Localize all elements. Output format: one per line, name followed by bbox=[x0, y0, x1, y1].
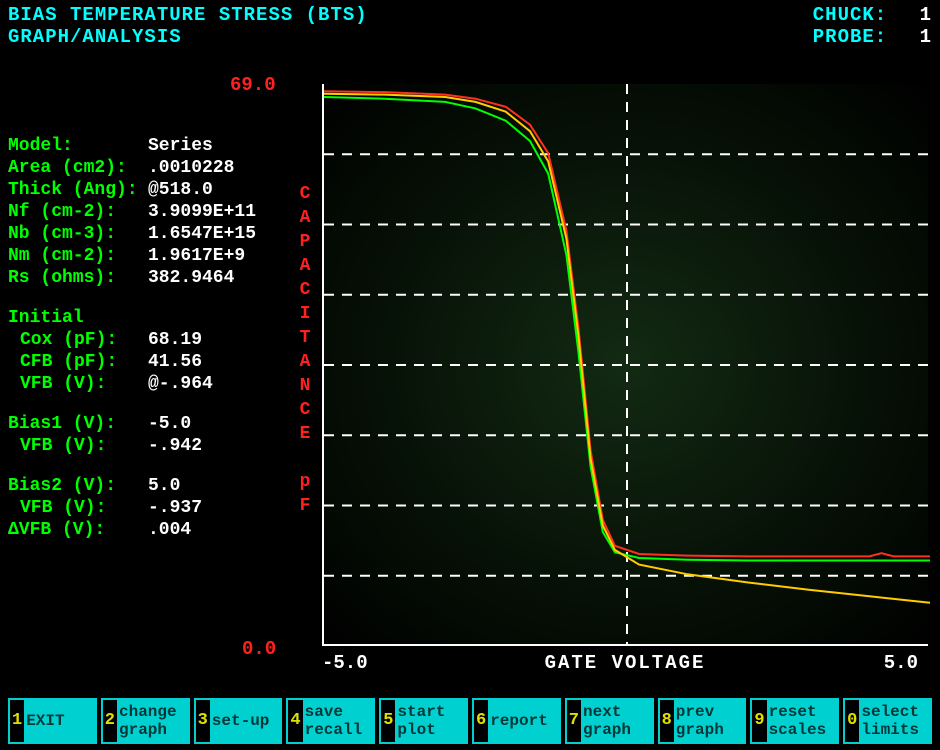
chuck-label: CHUCK: bbox=[813, 4, 887, 26]
menu-exit[interactable]: 1EXIT bbox=[8, 698, 97, 744]
menu-label: reset scales bbox=[769, 703, 827, 739]
menu-change[interactable]: 2change graph bbox=[101, 698, 190, 744]
menu-key-number: 1 bbox=[10, 700, 24, 742]
menu-label: set-up bbox=[212, 712, 270, 730]
nf-value: 3.9099E+11 bbox=[148, 201, 256, 223]
vfb-value: @-.964 bbox=[148, 373, 213, 395]
dvfb-label: ΔVFB (V): bbox=[8, 519, 148, 541]
menu-key-number: 7 bbox=[567, 700, 581, 742]
function-key-menu: 1EXIT2change graph3set-up4save recall5st… bbox=[8, 698, 932, 744]
model-value: Series bbox=[148, 135, 213, 157]
menu-key-number: 6 bbox=[474, 700, 488, 742]
x-axis-min: -5.0 bbox=[322, 652, 368, 674]
y-axis-max: 69.0 bbox=[230, 74, 276, 96]
menu-report[interactable]: 6report bbox=[472, 698, 561, 744]
thick-value: @518.0 bbox=[148, 179, 213, 201]
nm-value: 1.9617E+9 bbox=[148, 245, 245, 267]
cox-value: 68.19 bbox=[148, 329, 202, 351]
bias1-label: Bias1 (V): bbox=[8, 413, 148, 435]
probe-label: PROBE: bbox=[813, 26, 887, 48]
menu-prev[interactable]: 8prev graph bbox=[658, 698, 747, 744]
parameters-panel: Model:Series Area (cm2):.0010228 Thick (… bbox=[8, 135, 298, 541]
cfb-label: CFB (pF): bbox=[20, 351, 148, 373]
probe-value: 1 bbox=[920, 26, 932, 48]
curve-green bbox=[324, 97, 930, 561]
menu-key-number: 9 bbox=[752, 700, 766, 742]
menu-key-number: 4 bbox=[288, 700, 302, 742]
vfb2-label: VFB (V): bbox=[20, 497, 148, 519]
menu-next[interactable]: 7next graph bbox=[565, 698, 654, 744]
x-axis-title: GATE VOLTAGE bbox=[545, 652, 706, 674]
vfb-label: VFB (V): bbox=[20, 373, 148, 395]
y-axis-min: 0.0 bbox=[242, 638, 276, 660]
menu-label: change graph bbox=[119, 703, 177, 739]
menu-set-up[interactable]: 3set-up bbox=[194, 698, 283, 744]
cfb-value: 41.56 bbox=[148, 351, 202, 373]
vfb2-value: -.937 bbox=[148, 497, 202, 519]
dvfb-value: .004 bbox=[148, 519, 191, 541]
page-title: BIAS TEMPERATURE STRESS (BTS) bbox=[8, 4, 368, 26]
vfb1-value: -.942 bbox=[148, 435, 202, 457]
y-axis-label: CAPACITANCE pF bbox=[296, 182, 314, 518]
chuck-value: 1 bbox=[920, 4, 932, 26]
menu-start[interactable]: 5start plot bbox=[379, 698, 468, 744]
bias1-value: -5.0 bbox=[148, 413, 191, 435]
plot-canvas bbox=[324, 84, 930, 646]
area-value: .0010228 bbox=[148, 157, 234, 179]
menu-key-number: 0 bbox=[845, 700, 859, 742]
menu-key-number: 8 bbox=[660, 700, 674, 742]
menu-key-number: 2 bbox=[103, 700, 117, 742]
nb-label: Nb (cm-3): bbox=[8, 223, 148, 245]
bias2-value: 5.0 bbox=[148, 475, 180, 497]
menu-key-number: 3 bbox=[196, 700, 210, 742]
menu-label: save recall bbox=[305, 703, 363, 739]
initial-header: Initial bbox=[8, 307, 298, 329]
nf-label: Nf (cm-2): bbox=[8, 201, 148, 223]
nb-value: 1.6547E+15 bbox=[148, 223, 256, 245]
menu-reset[interactable]: 9reset scales bbox=[750, 698, 839, 744]
page-subtitle: GRAPH/ANALYSIS bbox=[8, 26, 368, 48]
thick-label: Thick (Ang): bbox=[8, 179, 148, 201]
nm-label: Nm (cm-2): bbox=[8, 245, 148, 267]
area-label: Area (cm2): bbox=[8, 157, 148, 179]
curve-yellow bbox=[324, 94, 930, 603]
menu-label: EXIT bbox=[26, 712, 64, 730]
menu-label: prev graph bbox=[676, 703, 724, 739]
vfb1-label: VFB (V): bbox=[20, 435, 148, 457]
menu-save[interactable]: 4save recall bbox=[286, 698, 375, 744]
menu-label: report bbox=[490, 712, 548, 730]
bias2-label: Bias2 (V): bbox=[8, 475, 148, 497]
menu-key-number: 5 bbox=[381, 700, 395, 742]
menu-label: start plot bbox=[397, 703, 445, 739]
x-axis-max: 5.0 bbox=[884, 652, 918, 674]
rs-value: 382.9464 bbox=[148, 267, 234, 289]
model-label: Model: bbox=[8, 135, 148, 157]
rs-label: Rs (ohms): bbox=[8, 267, 148, 289]
menu-select[interactable]: 0select limits bbox=[843, 698, 932, 744]
menu-label: next graph bbox=[583, 703, 631, 739]
cox-label: Cox (pF): bbox=[20, 329, 148, 351]
menu-label: select limits bbox=[861, 703, 919, 739]
cv-plot bbox=[322, 84, 928, 646]
